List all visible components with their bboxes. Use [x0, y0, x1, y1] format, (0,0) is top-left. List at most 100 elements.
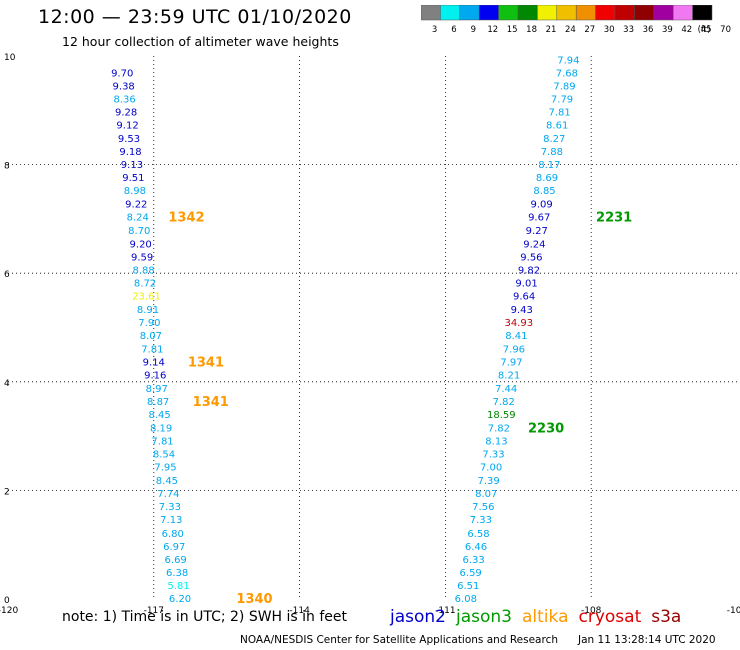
wave-height-label: 9.56	[520, 252, 542, 263]
wave-height-label: 8.88	[132, 265, 154, 276]
wave-height-label: 6.08	[455, 594, 477, 605]
wave-height-label: 9.20	[130, 239, 152, 250]
wave-height-label: 7.81	[141, 345, 163, 356]
wave-height-label: 7.89	[553, 81, 575, 92]
wave-height-label: 6.38	[166, 568, 188, 579]
wave-height-label: 7.79	[551, 94, 573, 105]
wave-height-label: 9.14	[143, 358, 165, 369]
mission-label-s3a: s3a	[651, 607, 682, 627]
wave-height-label: 8.45	[156, 476, 178, 487]
wave-height-label: 7.95	[154, 463, 176, 474]
y-tick-label: 6	[4, 270, 10, 280]
wave-height-label: 9.16	[144, 371, 166, 382]
wave-height-label: 7.00	[480, 463, 502, 474]
wave-height-label: 7.96	[503, 345, 525, 356]
wave-height-label: 7.82	[493, 397, 515, 408]
wave-height-label: 7.81	[548, 107, 570, 118]
legend-tick-label: 45	[701, 25, 712, 35]
x-tick-label: -114	[289, 606, 310, 616]
wave-height-label: 6.69	[165, 555, 187, 566]
wave-height-label: 8.13	[485, 436, 507, 447]
wave-height-label: 8.21	[498, 371, 520, 382]
page-subtitle: 12 hour collection of altimeter wave hei…	[62, 34, 339, 49]
wave-height-label: 6.59	[460, 568, 482, 579]
wave-height-label: 8.41	[505, 331, 527, 342]
wave-height-label: 8.91	[137, 305, 159, 316]
wave-height-label: 9.22	[125, 200, 147, 211]
pass-time-label: 2231	[596, 211, 632, 226]
legend-tick-label: 33	[623, 25, 634, 35]
color-scale-legend: 3 6 9 12 15 18 21 24 27 30 33 36 39 42 45 70(ft)	[421, 5, 731, 35]
wave-height-label: 7.88	[541, 147, 563, 158]
wave-height-label: 23.61	[132, 291, 161, 302]
wave-height-label: 8.69	[536, 173, 558, 184]
wave-height-label: 9.18	[119, 147, 141, 158]
wave-height-label: 8.07	[140, 331, 162, 342]
wave-height-label: 9.09	[530, 200, 552, 211]
legend-tick-label: 21	[546, 25, 557, 35]
pass-time-label: 2230	[528, 421, 564, 436]
wave-height-label: 9.53	[118, 134, 140, 145]
wave-height-label: 8.87	[147, 397, 169, 408]
wave-height-label: 8.24	[127, 213, 149, 224]
wave-height-label: 8.07	[475, 489, 497, 500]
legend-swatch	[692, 5, 713, 21]
wave-height-label: 9.13	[121, 160, 143, 171]
pass-time-label: 1340	[236, 592, 272, 607]
wave-height-label: 6.51	[457, 581, 479, 592]
timestamp-text: Jan 11 13:28:14 UTC 2020	[578, 634, 716, 646]
wave-height-label: 6.33	[462, 555, 484, 566]
legend-tick-label: 15	[507, 25, 518, 35]
pass-time-label: 1341	[188, 356, 224, 371]
y-tick-label: 0	[4, 596, 10, 606]
wave-height-label: 7.13	[160, 515, 182, 526]
y-tick-label: 2	[4, 487, 10, 497]
wave-height-label: 7.39	[478, 476, 500, 487]
wave-height-label: 7.68	[556, 68, 578, 79]
wave-height-label: 9.43	[511, 305, 533, 316]
legend-tick-label: 30	[604, 25, 615, 35]
x-tick-label: -120	[0, 606, 18, 616]
legend-tick-label: 24	[565, 25, 576, 35]
wave-height-label: 9.59	[131, 252, 153, 263]
wave-height-label: 18.59	[487, 410, 516, 421]
wave-height-label: 9.70	[111, 68, 133, 79]
mission-label-cryosat: cryosat	[578, 607, 642, 627]
wave-height-label: 9.51	[122, 173, 144, 184]
wave-height-label: 7.33	[159, 502, 181, 513]
wave-height-label: 7.81	[151, 436, 173, 447]
wave-height-label: 8.54	[153, 449, 175, 460]
wave-height-label: 8.70	[128, 226, 150, 237]
wave-height-label: 6.97	[163, 542, 185, 553]
wave-height-label: 8.72	[134, 278, 156, 289]
wave-height-label: 9.01	[515, 278, 537, 289]
wave-height-label: 7.97	[500, 358, 522, 369]
wave-height-label: 6.20	[169, 594, 191, 605]
credit-text: NOAA/NESDIS Center for Satellite Applica…	[240, 634, 558, 646]
units-note: note: 1) Time is in UTC; 2) SWH is in fe…	[62, 609, 348, 625]
wave-height-label: 8.17	[538, 160, 560, 171]
wave-height-label: 9.27	[526, 226, 548, 237]
wave-height-label: 9.28	[115, 107, 137, 118]
legend-unit-label: (ft)	[698, 25, 711, 35]
pass-time-label: 1342	[168, 211, 204, 226]
page-title: 12:00 — 23:59 UTC 01/10/2020	[38, 6, 352, 28]
y-tick-label: 4	[4, 379, 10, 389]
wave-height-label: 9.67	[528, 213, 550, 224]
x-tick-label: -111	[435, 606, 455, 616]
x-tick-label: -117	[144, 606, 164, 616]
wave-height-label: 7.44	[495, 384, 517, 395]
wave-height-label: 9.64	[513, 291, 535, 302]
legend-tick-label: 12	[487, 25, 498, 35]
wave-height-label: 8.85	[533, 186, 555, 197]
wave-height-label: 7.74	[157, 489, 179, 500]
legend-tick-label: 6	[451, 25, 456, 35]
wave-height-label: 7.82	[488, 423, 510, 434]
wave-height-label: 6.80	[162, 529, 184, 540]
wave-height-label: 9.12	[116, 120, 138, 131]
y-tick-label: 10	[4, 53, 16, 63]
legend-tick-label: 3	[432, 25, 437, 35]
legend-tick-label: 9	[471, 25, 476, 35]
wave-height-label: 8.98	[124, 186, 146, 197]
